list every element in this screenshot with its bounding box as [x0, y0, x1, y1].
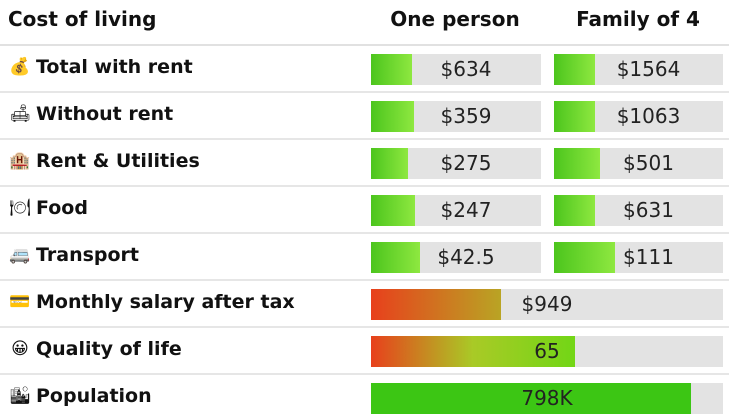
family-value: $631 — [623, 198, 674, 222]
row-label: Rent & Utilities — [36, 150, 200, 172]
row-label: Population — [36, 385, 152, 407]
salary-bar: $949 — [371, 289, 723, 320]
table-row: 🏙 Population 798K — [0, 375, 729, 420]
one-person-bar: $634 — [371, 54, 541, 85]
row-label: Quality of life — [36, 338, 182, 360]
bar-fill — [554, 54, 595, 85]
population-bar: 798K — [371, 383, 723, 414]
one-person-value: $247 — [440, 198, 492, 222]
one-person-value: $359 — [440, 104, 492, 128]
row-label: Food — [36, 197, 88, 219]
family-value: $501 — [623, 151, 674, 175]
bar-fill — [554, 195, 595, 226]
bar-fill — [554, 101, 595, 132]
bar-fill — [371, 148, 409, 179]
row-label: Monthly salary after tax — [36, 291, 295, 313]
one-person-bar: $359 — [371, 101, 541, 132]
smiley-icon: 😀 — [11, 339, 29, 359]
header-label: Cost of living — [8, 7, 157, 31]
table-row: 🚐 Transport $42.5 $111 — [0, 234, 729, 281]
row-label: Without rent — [36, 103, 174, 125]
hotel-icon: 🏨 — [9, 151, 31, 171]
bar-fill — [371, 54, 412, 85]
bar-fill — [371, 101, 414, 132]
bus-icon: 🚐 — [9, 245, 31, 265]
family-value: $111 — [623, 245, 674, 269]
table-row: 💰 Total with rent $634 $1564 — [0, 46, 729, 93]
table-row: 🛋 Without rent $359 $1063 — [0, 93, 729, 140]
table-row: 😀 Quality of life 65 — [0, 328, 729, 375]
table-row: 🍽 Food $247 $631 — [0, 187, 729, 234]
city-icon: 🏙 — [9, 386, 31, 406]
family-value: $1063 — [616, 104, 681, 128]
table-row: 🏨 Rent & Utilities $275 $501 — [0, 140, 729, 187]
header-one-person: One person — [390, 7, 520, 31]
population-value: 798K — [521, 386, 573, 410]
table-row: 💳 Monthly salary after tax $949 — [0, 281, 729, 328]
one-person-bar: $275 — [371, 148, 541, 179]
salary-value: $949 — [521, 292, 573, 316]
bar-fill — [554, 148, 600, 179]
one-person-bar: $42.5 — [371, 242, 541, 273]
family-value: $1564 — [616, 57, 681, 81]
family-bar: $1564 — [554, 54, 723, 85]
bar-fill — [371, 195, 416, 226]
one-person-value: $42.5 — [437, 245, 495, 269]
money-bag-icon: 💰 — [9, 57, 31, 77]
family-bar: $1063 — [554, 101, 723, 132]
bar-fill — [371, 289, 502, 320]
plate-icon: 🍽 — [9, 198, 31, 218]
credit-card-icon: 💳 — [9, 292, 31, 312]
sofa-icon: 🛋 — [9, 104, 31, 124]
row-label: Total with rent — [36, 56, 193, 78]
one-person-value: $634 — [440, 57, 492, 81]
bar-fill — [371, 383, 692, 414]
family-bar: $501 — [554, 148, 723, 179]
table-header: Cost of living One person Family of 4 — [0, 0, 729, 44]
family-bar: $631 — [554, 195, 723, 226]
row-label: Transport — [36, 244, 140, 266]
header-family: Family of 4 — [576, 7, 700, 31]
header-divider — [0, 44, 729, 46]
quality-value: 65 — [534, 339, 560, 363]
cost-table: 💰 Total with rent $634 $1564 🛋 Without r… — [0, 46, 729, 420]
quality-bar: 65 — [371, 336, 723, 367]
bar-fill — [554, 242, 615, 273]
family-bar: $111 — [554, 242, 723, 273]
one-person-bar: $247 — [371, 195, 541, 226]
one-person-value: $275 — [440, 151, 492, 175]
bar-fill — [371, 336, 576, 367]
bar-fill — [371, 242, 421, 273]
